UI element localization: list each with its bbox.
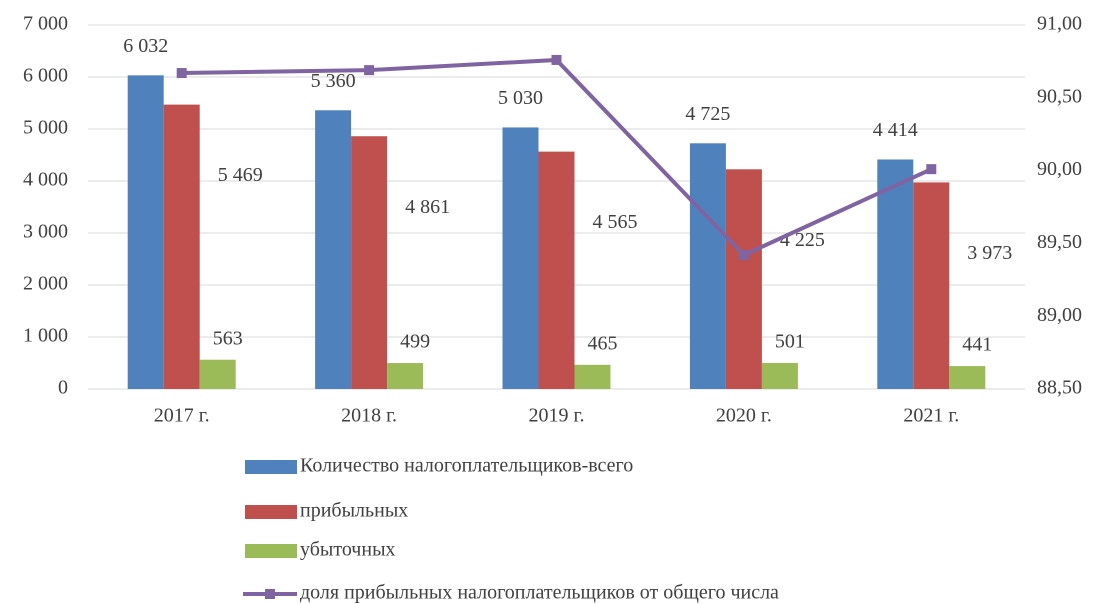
y2-tick-label: 90,50 bbox=[1037, 85, 1082, 107]
x-tick-label: 2017 г. bbox=[154, 405, 210, 427]
line-marker bbox=[176, 68, 187, 79]
y-tick-label: 6 000 bbox=[23, 65, 68, 87]
y-tick-label: 5 000 bbox=[23, 117, 68, 139]
bar bbox=[877, 159, 914, 389]
bar bbox=[315, 110, 352, 389]
bar bbox=[949, 366, 986, 389]
bar bbox=[725, 169, 762, 389]
legend-swatch bbox=[245, 460, 297, 474]
legend-swatch bbox=[245, 505, 297, 519]
bar bbox=[538, 151, 575, 389]
bar bbox=[574, 364, 611, 389]
legend-label: прибыльных bbox=[300, 500, 408, 522]
line-marker bbox=[364, 65, 375, 76]
x-tick-label: 2019 г. bbox=[529, 405, 585, 427]
data-label: 4 414 bbox=[873, 119, 918, 141]
y2-tick-label: 91,00 bbox=[1037, 13, 1082, 35]
data-label: 4 565 bbox=[593, 211, 638, 233]
legend-swatch bbox=[265, 589, 275, 599]
data-label: 4 861 bbox=[405, 196, 450, 218]
bar bbox=[502, 127, 539, 389]
x-tick-label: 2021 г. bbox=[903, 405, 959, 427]
data-label: 6 032 bbox=[123, 35, 168, 57]
y-tick-label: 3 000 bbox=[23, 221, 68, 243]
bar bbox=[689, 143, 726, 389]
x-tick-label: 2020 г. bbox=[716, 405, 772, 427]
legend-label: доля прибыльных налогоплательщиков от об… bbox=[300, 582, 779, 604]
data-label: 563 bbox=[213, 327, 243, 349]
bar bbox=[199, 359, 236, 389]
y2-tick-label: 89,50 bbox=[1037, 231, 1082, 253]
y-tick-label: 0 bbox=[58, 377, 68, 399]
legend-label: убыточных bbox=[300, 539, 396, 561]
data-label: 5 360 bbox=[311, 70, 356, 92]
data-label: 5 469 bbox=[218, 164, 263, 186]
legend-swatch bbox=[245, 544, 297, 558]
y-tick-label: 2 000 bbox=[23, 273, 68, 295]
data-label: 4 225 bbox=[780, 229, 825, 251]
bar bbox=[163, 104, 200, 389]
y2-tick-label: 88,50 bbox=[1037, 377, 1082, 399]
line-marker bbox=[551, 54, 562, 65]
line-marker bbox=[738, 250, 749, 261]
legend-label: Количество налогоплательщиков-всего bbox=[300, 455, 633, 477]
data-label: 3 973 bbox=[967, 242, 1012, 264]
bar bbox=[387, 363, 424, 389]
y2-tick-label: 89,00 bbox=[1037, 304, 1082, 326]
bar bbox=[127, 75, 164, 389]
y-tick-label: 1 000 bbox=[23, 325, 68, 347]
bar bbox=[351, 136, 388, 389]
bar bbox=[913, 182, 950, 389]
x-tick-label: 2018 г. bbox=[341, 405, 397, 427]
y2-tick-label: 90,00 bbox=[1037, 158, 1082, 180]
bar bbox=[761, 362, 798, 389]
y-tick-label: 4 000 bbox=[23, 169, 68, 191]
line-marker bbox=[926, 164, 937, 175]
y-tick-label: 7 000 bbox=[23, 13, 68, 35]
data-label: 501 bbox=[775, 331, 805, 353]
data-label: 4 725 bbox=[685, 103, 730, 125]
data-label: 499 bbox=[400, 331, 430, 353]
data-label: 5 030 bbox=[498, 87, 543, 109]
data-label: 441 bbox=[962, 334, 992, 356]
data-label: 465 bbox=[588, 332, 618, 354]
